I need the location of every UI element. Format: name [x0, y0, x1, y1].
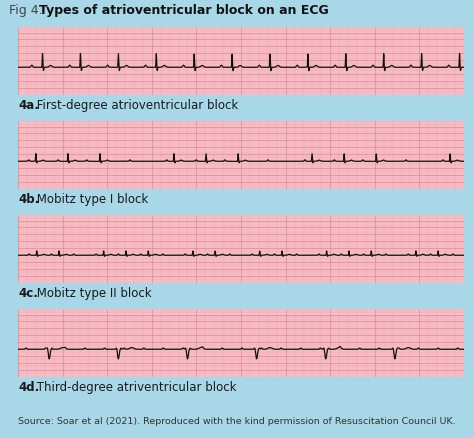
Text: Mobitz type II block: Mobitz type II block [33, 287, 152, 300]
Text: Third-degree atriventricular block: Third-degree atriventricular block [33, 381, 237, 393]
Text: 4d.: 4d. [18, 381, 39, 393]
Text: 4c.: 4c. [18, 287, 38, 300]
Text: 4a.: 4a. [18, 99, 39, 112]
Text: Source: Soar et al (2021). Reproduced with the kind permission of Resuscitation : Source: Soar et al (2021). Reproduced wi… [18, 416, 456, 424]
Text: Mobitz type I block: Mobitz type I block [33, 193, 149, 206]
Text: Types of atrioventricular block on an ECG: Types of atrioventricular block on an EC… [39, 4, 329, 17]
Text: Fig 4.: Fig 4. [9, 4, 47, 17]
Text: First-degree atrioventricular block: First-degree atrioventricular block [33, 99, 238, 112]
Text: 4b.: 4b. [18, 193, 39, 206]
